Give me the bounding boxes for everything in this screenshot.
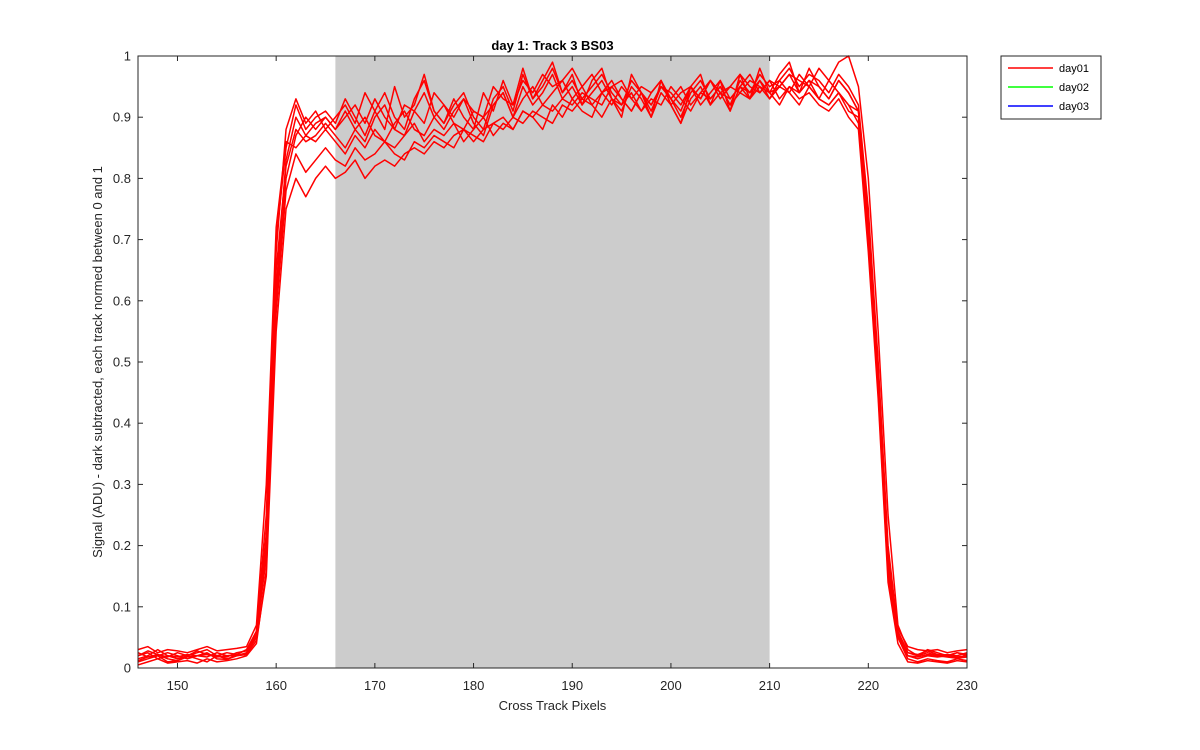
series-line-8: [137, 73, 968, 662]
x-tick-label: 150: [167, 678, 189, 693]
x-tick-label: 230: [956, 678, 978, 693]
y-tick-label: 0: [124, 661, 131, 676]
x-tick-label: 180: [463, 678, 485, 693]
x-tick-label: 190: [561, 678, 583, 693]
series-line-5: [137, 73, 968, 654]
y-tick-label: 0.6: [113, 293, 131, 308]
y-tick-label: 1: [124, 49, 131, 64]
x-tick-label: 170: [364, 678, 386, 693]
y-tick-label: 0.1: [113, 599, 131, 614]
series-layer: [137, 55, 968, 666]
legend-label-day01: day01: [1059, 63, 1089, 75]
y-tick-label: 0.9: [113, 110, 131, 125]
y-tick-label: 0.7: [113, 232, 131, 247]
series-line-6: [137, 85, 968, 666]
shaded-region: [335, 56, 770, 668]
x-tick-label: 200: [660, 678, 682, 693]
legend: day01 day02 day03: [1000, 55, 1102, 120]
x-tick-label: 210: [759, 678, 781, 693]
x-axis-title: Cross Track Pixels: [499, 698, 607, 713]
y-tick-label: 0.3: [113, 477, 131, 492]
chart-title: day 1: Track 3 BS03: [491, 38, 613, 53]
y-tick-label: 0.4: [113, 416, 131, 431]
y-tick-label: 0.8: [113, 171, 131, 186]
x-tick-label: 160: [265, 678, 287, 693]
tick-layer: 150 160 170 180 190 200 210 220 230 0 0.1 0.2 0.3 0.4…: [113, 49, 978, 694]
y-tick-label: 0.2: [113, 538, 131, 553]
x-tick-label: 220: [857, 678, 879, 693]
y-axis-title: Signal (ADU) - dark subtracted, each tra…: [90, 166, 105, 558]
legend-label-day03: day03: [1059, 101, 1089, 113]
legend-label-day02: day02: [1059, 82, 1089, 94]
y-tick-label: 0.5: [113, 355, 131, 370]
